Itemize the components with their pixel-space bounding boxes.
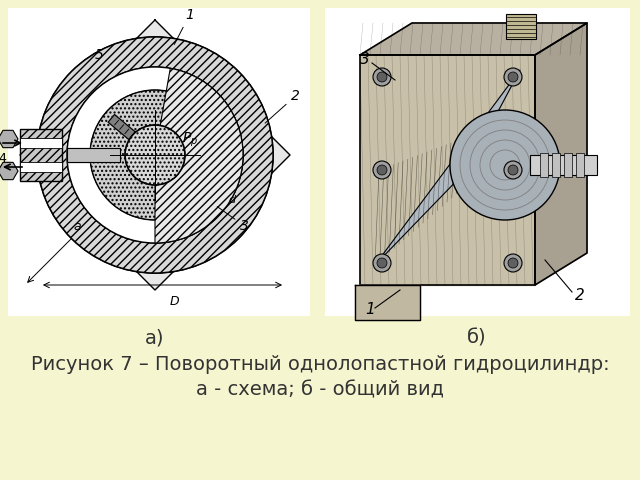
Circle shape [504, 68, 522, 86]
Wedge shape [37, 37, 273, 273]
Bar [20, 162, 62, 172]
Polygon shape [375, 70, 520, 265]
Polygon shape [20, 20, 290, 290]
Polygon shape [360, 23, 587, 55]
Text: 3: 3 [360, 52, 370, 68]
Wedge shape [155, 68, 243, 243]
Text: 2: 2 [265, 89, 300, 123]
Bar [20, 129, 62, 181]
Circle shape [125, 125, 185, 185]
Text: 4: 4 [0, 153, 6, 166]
Circle shape [504, 254, 522, 272]
Bar [530, 155, 597, 175]
Polygon shape [355, 285, 420, 320]
Bar [8, 8, 310, 316]
Text: a: a [73, 220, 81, 233]
Circle shape [377, 165, 387, 175]
Text: а): а) [145, 328, 164, 347]
Polygon shape [535, 23, 587, 285]
Text: 3: 3 [217, 206, 249, 233]
Text: а - схема; б - общий вид: а - схема; б - общий вид [196, 380, 444, 399]
Text: Рисунок 7 – Поворотный однолопастной гидроцилиндр:: Рисунок 7 – Поворотный однолопастной гид… [31, 355, 609, 374]
Circle shape [377, 72, 387, 82]
Polygon shape [67, 148, 120, 162]
Text: $P_р$: $P_р$ [182, 131, 198, 149]
Bar [20, 138, 62, 148]
Circle shape [37, 37, 273, 273]
Bar [552, 153, 560, 177]
Circle shape [90, 90, 220, 220]
Circle shape [450, 110, 560, 220]
Circle shape [508, 165, 518, 175]
Polygon shape [360, 55, 535, 285]
Circle shape [508, 72, 518, 82]
Text: 1: 1 [174, 8, 194, 45]
Text: 2: 2 [575, 288, 585, 302]
Text: б): б) [467, 328, 487, 347]
Bar [564, 153, 572, 177]
Circle shape [67, 67, 243, 243]
Circle shape [377, 258, 387, 268]
Circle shape [373, 254, 391, 272]
Text: 1: 1 [365, 302, 375, 317]
Circle shape [504, 161, 522, 179]
Circle shape [508, 258, 518, 268]
Bar [576, 153, 584, 177]
Text: d: d [228, 195, 235, 205]
Bar [540, 153, 548, 177]
Text: D: D [170, 295, 180, 308]
Bar [506, 14, 536, 39]
Bar [325, 8, 630, 316]
Text: 5: 5 [95, 48, 104, 62]
Circle shape [373, 68, 391, 86]
Polygon shape [108, 115, 135, 140]
Circle shape [373, 161, 391, 179]
